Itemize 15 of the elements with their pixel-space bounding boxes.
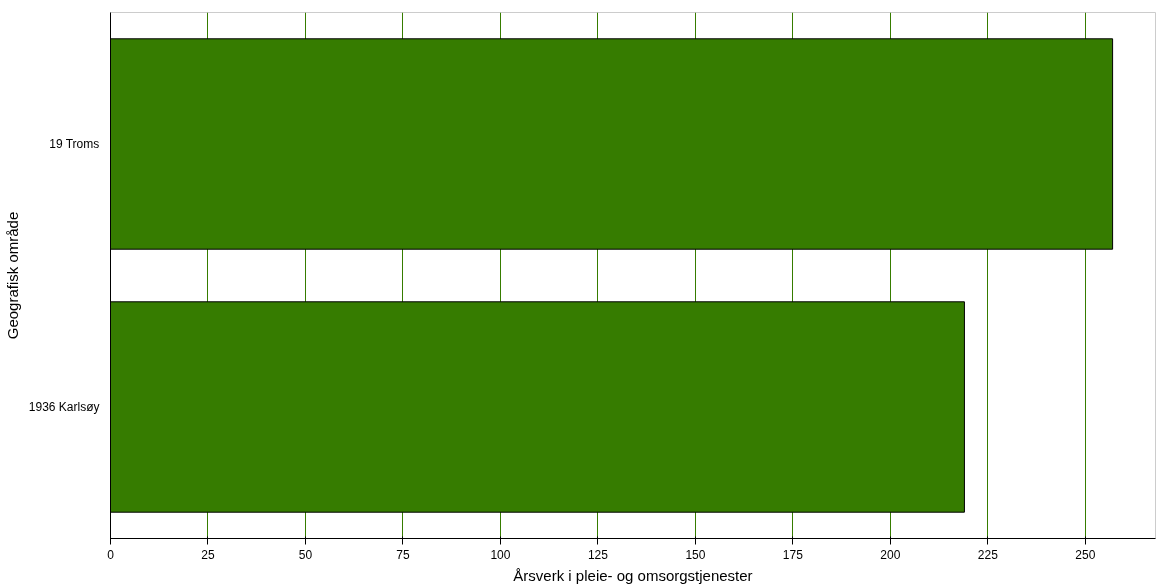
x-tick-label: 250 — [1075, 547, 1096, 562]
x-tick-label: 225 — [977, 547, 999, 562]
y-tick-label: 19 Troms — [49, 137, 100, 151]
x-axis-title: Årsverk i pleie- og omsorgstjenester — [513, 566, 753, 584]
x-tick-label: 150 — [685, 547, 706, 562]
x-tick-label: 100 — [490, 547, 511, 562]
x-tick-label: 25 — [201, 547, 215, 562]
x-tick-label: 50 — [298, 547, 313, 562]
x-tick-label: 175 — [782, 547, 804, 562]
x-tick-label: 125 — [587, 547, 609, 562]
x-tick-label: 0 — [107, 547, 115, 562]
y-tick-label: 1936 Karlsøy — [28, 400, 100, 414]
y-axis-title: Geografisk område — [3, 211, 21, 340]
x-tick-label: 200 — [880, 547, 901, 562]
x-tick-label: 75 — [396, 547, 410, 562]
